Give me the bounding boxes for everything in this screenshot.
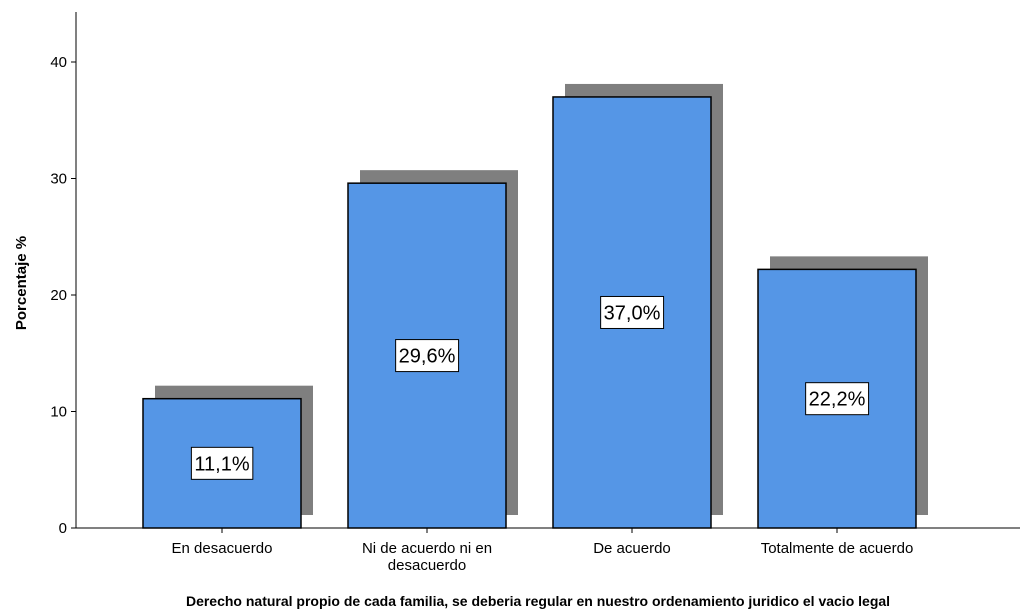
category-label: Ni de acuerdo ni en bbox=[362, 540, 492, 557]
category-label: Totalmente de acuerdo bbox=[761, 540, 914, 557]
data-label-box bbox=[600, 295, 665, 329]
bars bbox=[142, 96, 917, 529]
y-tick-label: 0 bbox=[59, 520, 67, 537]
data-label-box bbox=[395, 339, 460, 373]
x-axis-title: Derecho natural propio de cada familia, … bbox=[186, 593, 890, 609]
bar bbox=[552, 96, 712, 529]
y-tick-label: 40 bbox=[50, 54, 67, 71]
axes: En desacuerdo Ni de acuerdo ni endesacuer… bbox=[50, 12, 1020, 574]
data-label: 22,2% bbox=[805, 382, 870, 416]
y-tick-label: 30 bbox=[50, 171, 67, 188]
data-label-text: 11,1% bbox=[194, 453, 249, 475]
category-label: desacuerdo bbox=[388, 557, 466, 574]
data-label-text: 29,6% bbox=[399, 346, 456, 368]
y-tick-label: 10 bbox=[50, 404, 67, 421]
category-label: En desacuerdo bbox=[172, 540, 273, 557]
category-label: De acuerdo bbox=[593, 540, 671, 557]
data-label: 11,1% bbox=[190, 446, 254, 480]
data-label: 37,0% bbox=[600, 295, 665, 329]
data-label-text: 22,2% bbox=[809, 389, 866, 411]
data-label-box bbox=[190, 446, 254, 480]
y-axis-title: Porcentaje % bbox=[13, 236, 30, 330]
y-tick-label: 20 bbox=[50, 287, 67, 304]
data-label: 29,6% bbox=[395, 339, 460, 373]
data-label-box bbox=[805, 382, 870, 416]
data-labels: 11,1% 29,6% 37,0% 22,2% bbox=[190, 295, 870, 480]
data-label-text: 37,0% bbox=[604, 302, 661, 324]
